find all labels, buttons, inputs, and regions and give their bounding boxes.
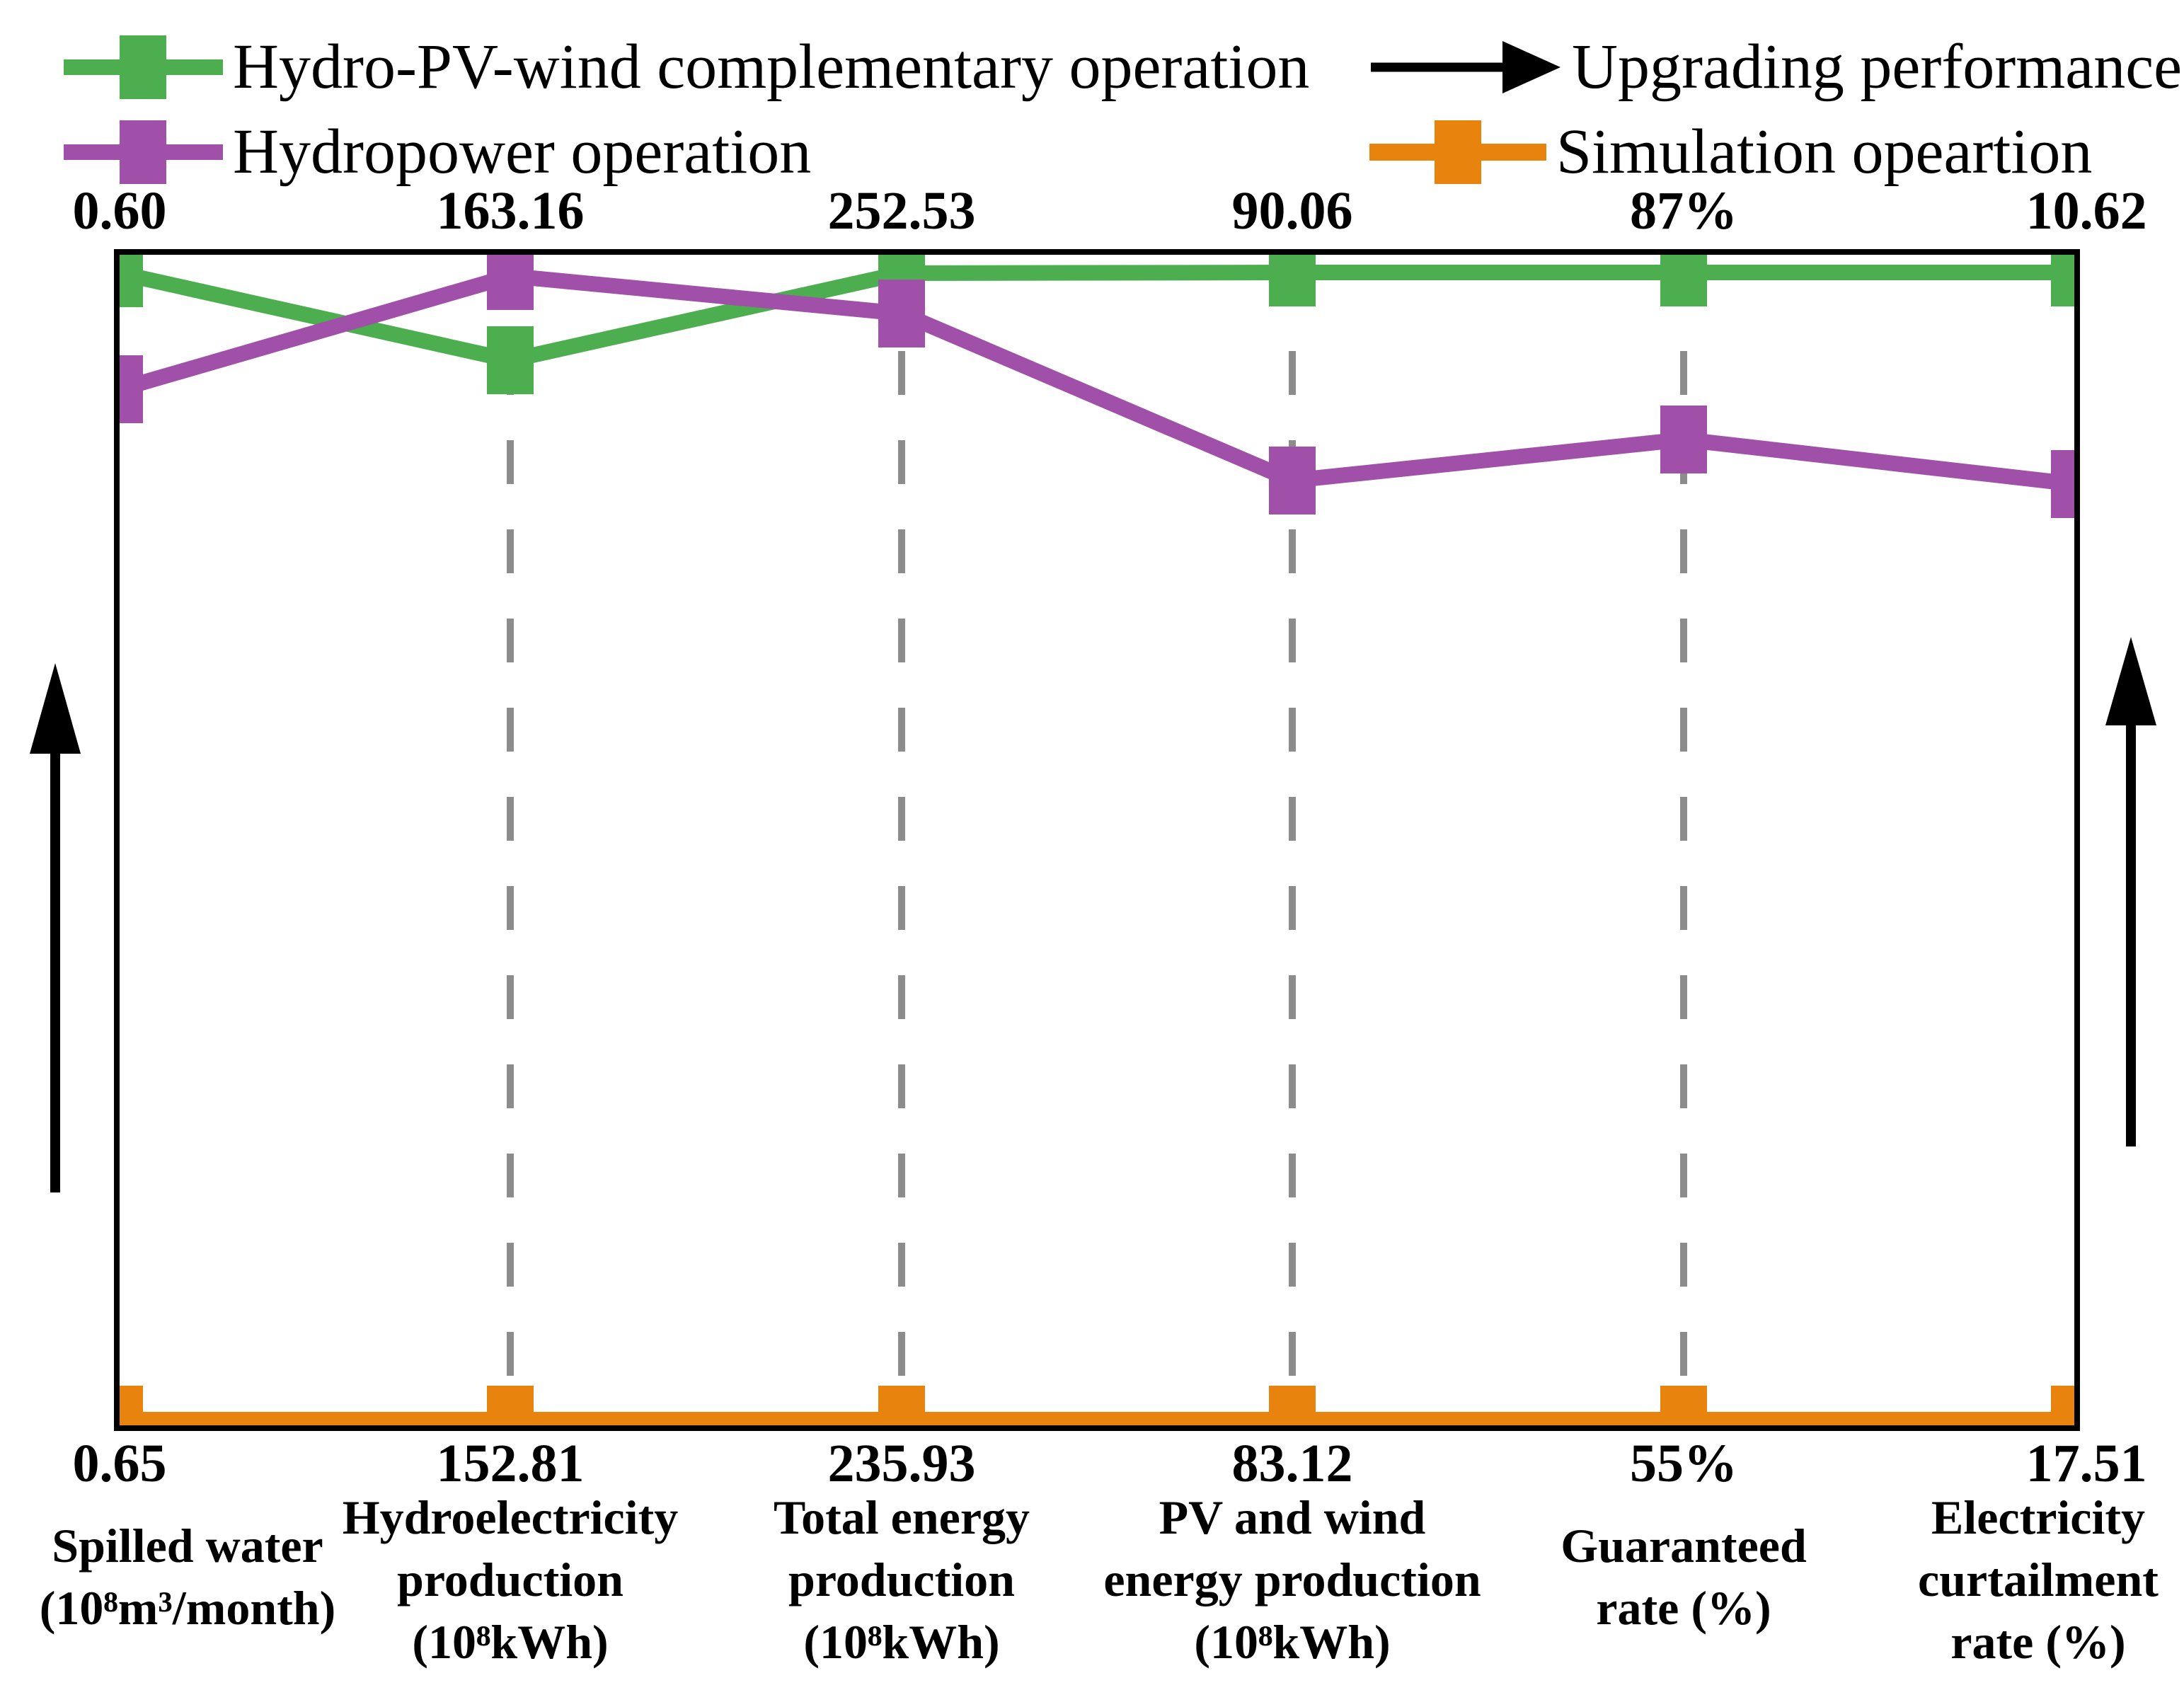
purple-square-line-icon	[64, 120, 223, 184]
plot-area	[114, 249, 2080, 1431]
top-axis-value-3: 252.53	[827, 181, 976, 241]
bottom-axis-value-6: 17.51	[2025, 1434, 2147, 1493]
hydropower-series-marker	[487, 255, 534, 310]
axis-title-line: Total energy	[773, 1490, 1030, 1544]
axis-title-line: (10⁸m³/month)	[39, 1581, 336, 1635]
axis-title-line: energy production	[1103, 1553, 1481, 1606]
legend-item-simulation: Simulation opeartion	[1369, 106, 2092, 198]
axis-title-line: production	[397, 1553, 623, 1606]
hydropower-series-marker	[1660, 406, 1707, 473]
axis-title-spilled-water: Spilled water (10⁸m³/month)	[0, 1514, 428, 1639]
hydropower-series-marker	[2051, 450, 2074, 518]
hydropower-series-marker	[878, 280, 925, 347]
bottom-axis-value-4: 83.12	[1231, 1434, 1353, 1493]
bottom-axis-value-3: 235.93	[827, 1434, 976, 1493]
up-arrow-icon	[30, 663, 81, 1192]
axis-title-line: Spilled water	[52, 1519, 323, 1573]
axis-title-line: rate (%)	[1950, 1615, 2126, 1669]
up-arrow-icon	[2105, 637, 2156, 1146]
axis-title-line: (10⁸kWh)	[803, 1615, 1000, 1669]
complementary-series-marker	[2051, 255, 2074, 306]
green-square-line-icon	[64, 35, 223, 99]
axis-title-total-energy: Total energy production (10⁸kWh)	[661, 1486, 1142, 1673]
axis-title-pv-wind: PV and wind energy production (10⁸kWh)	[1052, 1486, 1533, 1673]
simulation-series-marker	[120, 1386, 143, 1425]
simulation-series-marker	[1269, 1386, 1316, 1425]
axis-title-hydroelectricity: Hydroelectricity production (10⁸kWh)	[270, 1486, 751, 1673]
hydropower-series-marker	[120, 355, 143, 423]
axis-title-line: production	[788, 1553, 1015, 1606]
complementary-series-line	[120, 265, 2074, 369]
simulation-series-marker	[1660, 1386, 1707, 1425]
top-axis-value-5: 87%	[1630, 181, 1737, 241]
axis-title-line: rate (%)	[1596, 1581, 1771, 1635]
complementary-series-marker	[1660, 255, 1707, 306]
axis-title-line: Guaranteed	[1561, 1519, 1807, 1573]
bottom-axis-value-5: 55%	[1630, 1434, 1737, 1493]
legend-label-complementary: Hydro-PV-wind complementary operation	[233, 32, 1310, 102]
axis-title-line: Hydroelectricity	[342, 1490, 679, 1544]
simulation-series-marker	[2051, 1386, 2074, 1425]
right-arrow-icon	[1371, 41, 1561, 93]
axis-title-line: curtailment	[1918, 1553, 2159, 1606]
top-axis-value-1: 0.60	[72, 181, 167, 241]
complementary-series-marker	[487, 326, 534, 394]
top-axis-value-6: 10.62	[2025, 181, 2147, 241]
legend-item-hydropower: Hydropower operation	[64, 106, 811, 198]
bottom-axis-value-1: 0.65	[72, 1434, 167, 1493]
complementary-series-marker	[120, 255, 143, 307]
axis-title-line: Electricity	[1931, 1490, 2146, 1544]
series-canvas	[120, 255, 2074, 1425]
top-axis-value-2: 163.16	[436, 181, 585, 241]
complementary-series-marker	[1269, 255, 1316, 306]
simulation-series-marker	[487, 1386, 534, 1425]
axis-title-curtailment-rate: Electricity curtailment rate (%)	[1798, 1486, 2184, 1673]
legend-label-hydropower: Hydropower operation	[233, 117, 812, 187]
axis-title-line: PV and wind	[1159, 1490, 1426, 1544]
hydropower-series-marker	[1269, 447, 1316, 515]
bottom-axis-value-2: 152.81	[436, 1434, 585, 1493]
legend-label-upgrading: Upgrading performance	[1572, 32, 2183, 102]
hydropower-series-line	[120, 268, 2074, 492]
axis-title-guaranteed-rate: Guaranteed rate (%)	[1443, 1514, 1924, 1639]
legend-label-simulation: Simulation opeartion	[1556, 117, 2093, 187]
legend-item-complementary: Hydro-PV-wind complementary operation	[64, 21, 1309, 113]
top-axis-value-4: 90.06	[1231, 181, 1353, 241]
axis-title-line: (10⁸kWh)	[412, 1615, 609, 1669]
axis-title-line: (10⁸kWh)	[1194, 1615, 1391, 1669]
legend-item-upgrading: Upgrading performance	[1369, 21, 2182, 113]
simulation-series-marker	[878, 1386, 925, 1425]
orange-square-line-icon	[1369, 120, 1546, 184]
